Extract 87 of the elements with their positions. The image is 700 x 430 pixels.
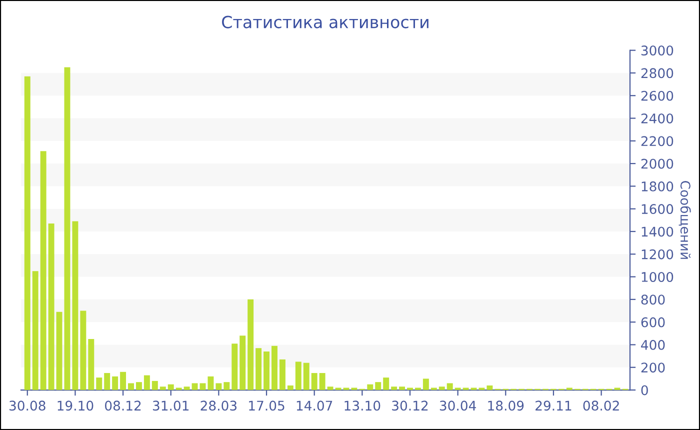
bar xyxy=(224,382,230,390)
bar xyxy=(48,224,54,390)
y-tick-label: 800 xyxy=(641,294,665,305)
bar xyxy=(335,388,342,390)
bar xyxy=(375,382,382,390)
x-tick-label: 28.03 xyxy=(200,400,237,411)
bar xyxy=(256,348,262,390)
y-tick-label: 2400 xyxy=(641,113,674,124)
bar xyxy=(240,336,246,390)
bar xyxy=(216,383,222,390)
bar xyxy=(192,383,198,390)
y-tick-label: 200 xyxy=(641,362,665,373)
y-axis-title: Сообщений xyxy=(678,180,691,259)
bar xyxy=(120,372,126,390)
bar xyxy=(430,388,437,390)
x-tick-label: 30.12 xyxy=(392,400,428,411)
bar xyxy=(271,346,278,390)
bar xyxy=(264,352,270,390)
bar xyxy=(248,299,254,390)
bar xyxy=(414,388,421,390)
y-tick-label: 1200 xyxy=(642,249,674,260)
bar xyxy=(72,221,78,390)
x-tick-label: 19.10 xyxy=(58,400,94,411)
bar xyxy=(279,359,286,390)
bar xyxy=(446,383,453,390)
bar xyxy=(160,386,166,390)
x-tick-label: 31.01 xyxy=(152,400,189,411)
bar xyxy=(438,386,445,390)
x-tick-label: 18.09 xyxy=(488,400,524,411)
x-tick-label: 29.11 xyxy=(536,400,572,411)
x-tick-label: 14.07 xyxy=(296,400,332,411)
bar xyxy=(168,384,174,390)
y-tick-label: 0 xyxy=(641,385,648,396)
bar xyxy=(351,388,358,390)
bar xyxy=(208,376,214,390)
bar xyxy=(454,388,461,390)
y-tick-label: 1400 xyxy=(642,226,674,237)
y-tick-label: 3000 xyxy=(641,46,674,56)
bar xyxy=(486,385,493,390)
bar xyxy=(176,388,182,390)
bar xyxy=(422,378,429,390)
bar xyxy=(40,151,46,390)
y-tick-label: 600 xyxy=(641,317,665,328)
x-tick-label: 17.05 xyxy=(249,400,284,411)
bar xyxy=(383,378,390,390)
y-tick-label: 1800 xyxy=(642,181,674,192)
bar xyxy=(399,386,406,390)
y-tick-label: 2600 xyxy=(641,90,674,101)
chart-title: Статистика активности xyxy=(222,16,428,28)
bar xyxy=(566,388,572,390)
bar xyxy=(311,373,318,390)
y-tick-label: 2200 xyxy=(641,136,674,146)
y-tick-label: 1000 xyxy=(642,272,674,282)
bar xyxy=(128,383,134,390)
bar xyxy=(327,386,334,390)
bar xyxy=(104,373,110,390)
x-tick-label: 13.10 xyxy=(344,400,380,411)
x-tick-label: 08.12 xyxy=(105,400,141,411)
bar xyxy=(295,362,302,390)
bar xyxy=(407,388,413,390)
bar xyxy=(462,388,469,390)
bar xyxy=(303,362,310,390)
bar xyxy=(96,378,102,390)
x-tick-label: 08.02 xyxy=(583,400,619,411)
bar xyxy=(80,310,86,390)
bar xyxy=(136,382,142,390)
bar xyxy=(200,383,206,390)
bar xyxy=(367,384,374,390)
y-tick-label: 400 xyxy=(641,340,665,350)
bar xyxy=(184,386,190,390)
bar xyxy=(614,388,620,390)
bar xyxy=(391,386,398,390)
bar xyxy=(287,385,294,390)
bar xyxy=(88,339,94,390)
y-tick-label: 2000 xyxy=(641,158,674,169)
y-tick-label: 1600 xyxy=(642,204,674,214)
bar xyxy=(232,344,238,390)
bar xyxy=(319,373,326,390)
bar xyxy=(343,388,350,390)
y-tick-label: 2800 xyxy=(641,68,674,78)
bar xyxy=(24,76,30,390)
bar xyxy=(112,376,118,390)
bar xyxy=(144,375,150,390)
x-tick-label: 30.08 xyxy=(9,400,46,411)
x-tick-label: 30.04 xyxy=(440,400,476,411)
bar xyxy=(152,380,158,390)
bar xyxy=(32,271,38,390)
